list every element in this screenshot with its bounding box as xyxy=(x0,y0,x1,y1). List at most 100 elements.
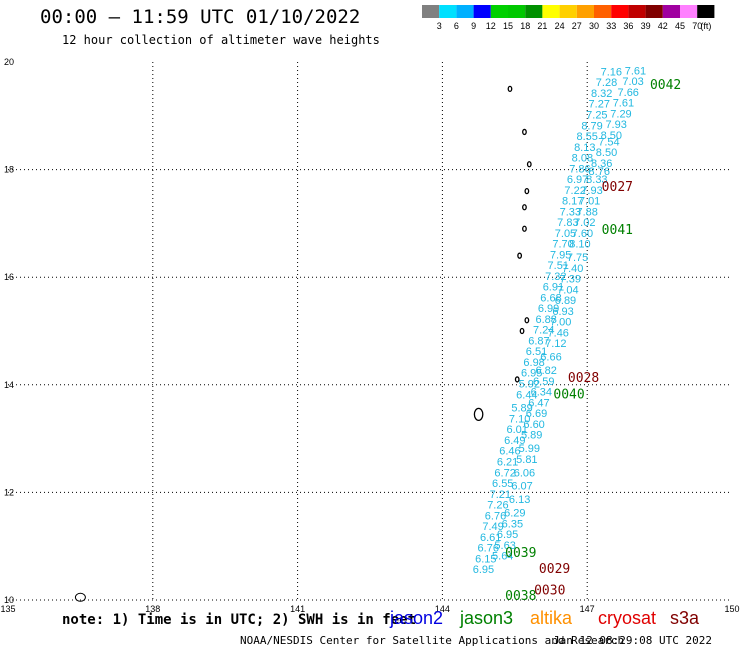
wave-height-value: 6.89 xyxy=(555,295,576,307)
colorbar-legend: 3 6 9 12 15 18 21 24 27 30 33 36 39 42 45 70(ft) xyxy=(422,5,715,31)
colorbar-swatch xyxy=(611,5,629,18)
wave-height-value: 6.93 xyxy=(552,306,573,318)
island-outline xyxy=(517,252,523,259)
wave-height-value: 6.59 xyxy=(533,376,554,388)
wave-height-value: 6.60 xyxy=(523,419,544,431)
wave-height-value: 5.89 xyxy=(511,403,532,415)
wave-height-value: 6.13 xyxy=(509,494,530,506)
wave-height-value: 7.86 xyxy=(569,163,590,175)
footer-note: note: 1) Time is in UTC; 2) SWH is in fe… xyxy=(62,612,417,628)
wave-height-value: 7.33 xyxy=(560,206,581,218)
colorbar-swatch xyxy=(645,5,663,18)
colorbar-tick-label: 36 xyxy=(623,21,633,31)
colorbar-tick-label: 9 xyxy=(471,21,476,31)
wave-height-value: 6.55 xyxy=(492,478,513,490)
wave-height-value: 7.00 xyxy=(550,317,571,329)
island-outline xyxy=(522,225,527,232)
wave-height-value: 7.40 xyxy=(562,263,583,275)
wave-height-value: 7.93 xyxy=(581,185,602,197)
pass-number-label: 0038 xyxy=(505,589,536,604)
wave-height-value: 6.06 xyxy=(514,467,535,479)
wave-height-value: 8.76 xyxy=(589,166,610,178)
x-tick-label: 135 xyxy=(0,604,15,614)
island-outline xyxy=(522,204,527,211)
wave-height-value: 8.10 xyxy=(569,239,590,251)
x-tick-label: 141 xyxy=(290,604,305,614)
wave-height-value: 6.21 xyxy=(497,457,518,469)
wave-height-value: 5.89 xyxy=(521,430,542,442)
island-outline xyxy=(74,592,86,602)
wave-height-value: 7.29 xyxy=(610,108,631,120)
wave-height-value: 7.24 xyxy=(533,325,554,337)
wave-height-value: 6.07 xyxy=(511,481,532,493)
colorbar-tick-label: 24 xyxy=(555,21,565,31)
colorbar-unit: (ft) xyxy=(700,21,711,31)
colorbar-tick-label: 21 xyxy=(537,21,547,31)
wave-height-value: 5.81 xyxy=(516,454,537,466)
chart-title: 00:00 – 11:59 UTC 01/10/2022 xyxy=(40,6,361,28)
wave-height-value: 6.76 xyxy=(485,510,506,522)
colorbar-tick-label: 42 xyxy=(658,21,668,31)
colorbar-swatch xyxy=(662,5,680,18)
colorbar-tick-label: 45 xyxy=(675,21,685,31)
colorbar-swatch xyxy=(525,5,543,18)
wave-height-value: 6.95 xyxy=(521,368,542,380)
colorbar-tick-label: 33 xyxy=(606,21,616,31)
x-tick-label: 144 xyxy=(435,604,450,614)
wave-height-value: 8.32 xyxy=(591,88,612,100)
wave-height-value: 6.76 xyxy=(478,543,499,555)
wave-height-value: 6.95 xyxy=(473,564,494,576)
wave-height-value: 7.93 xyxy=(605,119,626,131)
wave-height-value: 7.61 xyxy=(613,98,634,110)
legend-item-cryosat: cryosat xyxy=(598,608,657,628)
colorbar-swatch xyxy=(559,5,577,18)
colorbar-swatch xyxy=(456,5,474,18)
wave-height-value: 7.95 xyxy=(550,249,571,261)
wave-height-value: 7.66 xyxy=(618,87,639,99)
wave-height-value: 7.39 xyxy=(560,274,581,286)
wave-height-value: 6.66 xyxy=(540,352,561,364)
wave-height-value: 6.35 xyxy=(502,518,523,530)
island-outline xyxy=(473,407,484,422)
colorbar-tick-label: 18 xyxy=(520,21,530,31)
wave-height-value: 7.21 xyxy=(490,489,511,501)
pass-number-label: 0028 xyxy=(568,371,599,386)
wave-height-value: 7.88 xyxy=(576,206,597,218)
wave-height-value: 6.15 xyxy=(475,553,496,565)
island-outline xyxy=(524,317,530,324)
credit-timestamp: Jan 12 08:29:08 UTC 2022 xyxy=(553,634,712,647)
legend-item-jason2: jason2 xyxy=(390,608,444,628)
wave-height-value: 7.26 xyxy=(487,500,508,512)
colorbar-swatch xyxy=(594,5,612,18)
wave-height-value: 8.08 xyxy=(572,153,593,165)
wave-height-value: 5.92 xyxy=(519,378,540,390)
wave-height-value: 7.27 xyxy=(589,99,610,111)
colorbar-swatch xyxy=(697,5,715,18)
colorbar-tick-label: 15 xyxy=(503,21,513,31)
wave-height-value: 7.03 xyxy=(622,76,643,88)
wave-height-value: 5.64 xyxy=(492,551,513,563)
wave-height-value: 7.22 xyxy=(564,185,585,197)
colorbar-tick-label: 12 xyxy=(486,21,496,31)
wave-height-value: 6.34 xyxy=(531,387,552,399)
wave-height-value: 8.17 xyxy=(562,196,583,208)
pass-number-label: 0042 xyxy=(650,78,681,93)
colorbar-tick-label: 6 xyxy=(454,21,459,31)
wave-height-value: 6.46 xyxy=(499,446,520,458)
wave-height-value: 7.01 xyxy=(579,196,600,208)
wave-height-value: 7.12 xyxy=(545,338,566,350)
colorbar-tick-label: 39 xyxy=(641,21,651,31)
wave-height-value: 6.44 xyxy=(516,389,537,401)
y-tick-label: 14 xyxy=(4,380,14,390)
wave-height-value: 7.46 xyxy=(548,327,569,339)
wave-height-value: 8.50 xyxy=(596,147,617,159)
wave-height-value: 7.02 xyxy=(574,217,595,229)
island-outline xyxy=(519,327,525,335)
wave-height-value: 6.29 xyxy=(504,508,525,520)
wave-height-value: 7.10 xyxy=(509,413,530,425)
colorbar-swatch xyxy=(439,5,457,18)
wave-height-value: 6.49 xyxy=(504,435,525,447)
chart-subtitle: 12 hour collection of altimeter wave hei… xyxy=(62,33,380,47)
colorbar-swatch xyxy=(628,5,646,18)
